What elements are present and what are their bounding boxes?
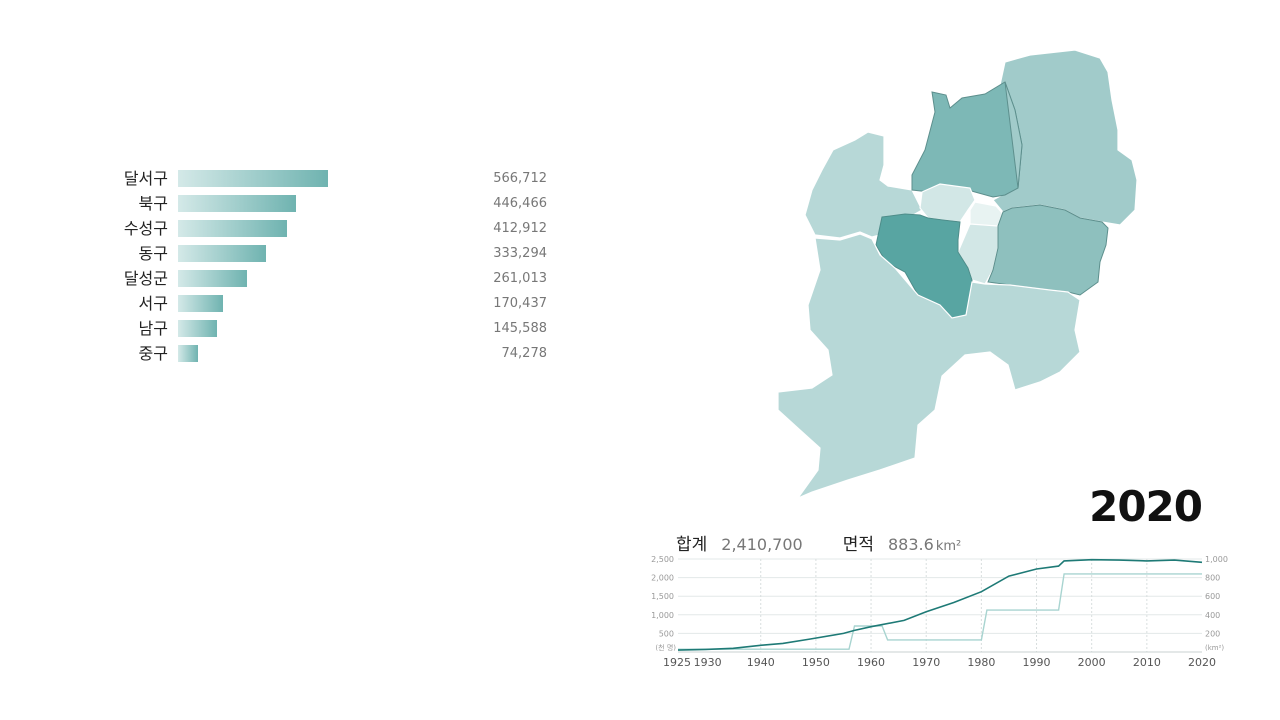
bar-value-label: 446,466 xyxy=(493,196,547,211)
bar[interactable] xyxy=(178,195,297,212)
y-left-unit: (천 명) xyxy=(655,643,676,652)
bar-row: 북구 446,466 xyxy=(0,191,600,216)
bar-row: 남구 145,588 xyxy=(0,316,600,341)
bar[interactable] xyxy=(178,220,288,237)
bar-value-label: 566,712 xyxy=(493,171,547,186)
region-dalseong[interactable] xyxy=(777,233,1081,500)
region-seo-gu[interactable] xyxy=(919,183,976,223)
y-right-tick-label: 200 xyxy=(1205,629,1220,638)
bar-category-label: 동구 xyxy=(138,244,168,263)
bar-value-label: 74,278 xyxy=(501,346,548,361)
bar[interactable] xyxy=(178,320,217,337)
region-dalseo-gu[interactable] xyxy=(875,213,973,319)
total-value: 2,410,700 xyxy=(721,535,803,554)
y-right-tick-label: 600 xyxy=(1205,592,1220,601)
bar-row: 수성구 412,912 xyxy=(0,216,600,241)
area-value: 883.6 xyxy=(888,535,934,554)
bar-category-label: 달성군 xyxy=(123,269,168,288)
x-tick-label: 1960 xyxy=(857,656,885,669)
bar-category-label: 달서구 xyxy=(123,169,168,188)
region-suseong-gu[interactable] xyxy=(987,204,1109,296)
x-tick-label: 2020 xyxy=(1188,656,1216,669)
bar-category-label: 수성구 xyxy=(123,219,168,238)
population-area-line-chart: 500 1,000 1,500 2,000 2,500 200 400 600 800 1,000… xyxy=(651,555,1228,669)
district-map xyxy=(777,49,1138,500)
y-left-tick-label: 500 xyxy=(659,629,674,638)
x-tick-label: 1940 xyxy=(747,656,775,669)
y-right-unit: (km²) xyxy=(1205,644,1224,652)
bar-value-label: 170,437 xyxy=(493,296,547,311)
x-tick-label: 1970 xyxy=(912,656,940,669)
y-right-tick-label: 800 xyxy=(1205,574,1220,583)
district-population-bar-chart: 달서구 566,712 북구 446,466 수성구 412,912 동구 333,294 달성… xyxy=(0,0,600,420)
bar-row: 동구 333,294 xyxy=(0,241,600,266)
x-tick-label: 1930 xyxy=(694,656,722,669)
bar-row: 달성군 261,013 xyxy=(0,266,600,291)
year-label: 2020 xyxy=(1089,482,1203,531)
x-tick-label: 2010 xyxy=(1133,656,1161,669)
summary-row: 합계 2,410,700 면적 883.6 km² xyxy=(676,530,962,555)
y-left-tick-label: 1,000 xyxy=(651,611,674,620)
x-tick-label: 2000 xyxy=(1078,656,1106,669)
y-right-tick-label: 400 xyxy=(1205,611,1220,620)
bar[interactable] xyxy=(178,170,328,187)
region-dong-gu[interactable] xyxy=(1004,81,1023,189)
bar-row: 서구 170,437 xyxy=(0,291,600,316)
population-series-line xyxy=(677,558,1203,651)
y-left-tick-label: 1,500 xyxy=(651,592,674,601)
bar[interactable] xyxy=(178,345,198,362)
bar[interactable] xyxy=(178,295,224,312)
bar-category-label: 북구 xyxy=(138,194,168,213)
area-unit: km² xyxy=(935,539,962,554)
region-buk-gu[interactable] xyxy=(911,81,1023,198)
bar-category-label: 중구 xyxy=(138,344,168,363)
y-left-tick-label: 2,500 xyxy=(651,555,674,564)
x-tick-label: 1950 xyxy=(802,656,830,669)
bar-category-label: 서구 xyxy=(138,294,168,313)
area-series-line xyxy=(678,573,1202,650)
x-tick-label: 1980 xyxy=(967,656,995,669)
bar-row: 달서구 566,712 xyxy=(0,166,600,191)
total-label: 합계 xyxy=(676,535,708,555)
y-left-tick-label: 2,000 xyxy=(651,574,674,583)
bar[interactable] xyxy=(178,245,267,262)
bar-value-label: 261,013 xyxy=(493,271,547,286)
bar-row: 중구 74,278 xyxy=(0,341,600,366)
bar-value-label: 333,294 xyxy=(493,246,547,261)
bar-category-label: 남구 xyxy=(138,319,168,338)
x-tick-label: 1925 xyxy=(663,656,691,669)
bar-value-label: 145,588 xyxy=(493,321,547,336)
bar-value-label: 412,912 xyxy=(493,221,547,236)
area-label: 면적 xyxy=(842,535,874,555)
x-tick-label: 1990 xyxy=(1023,656,1051,669)
bar[interactable] xyxy=(178,270,248,287)
y-right-tick-label: 1,000 xyxy=(1205,555,1228,564)
